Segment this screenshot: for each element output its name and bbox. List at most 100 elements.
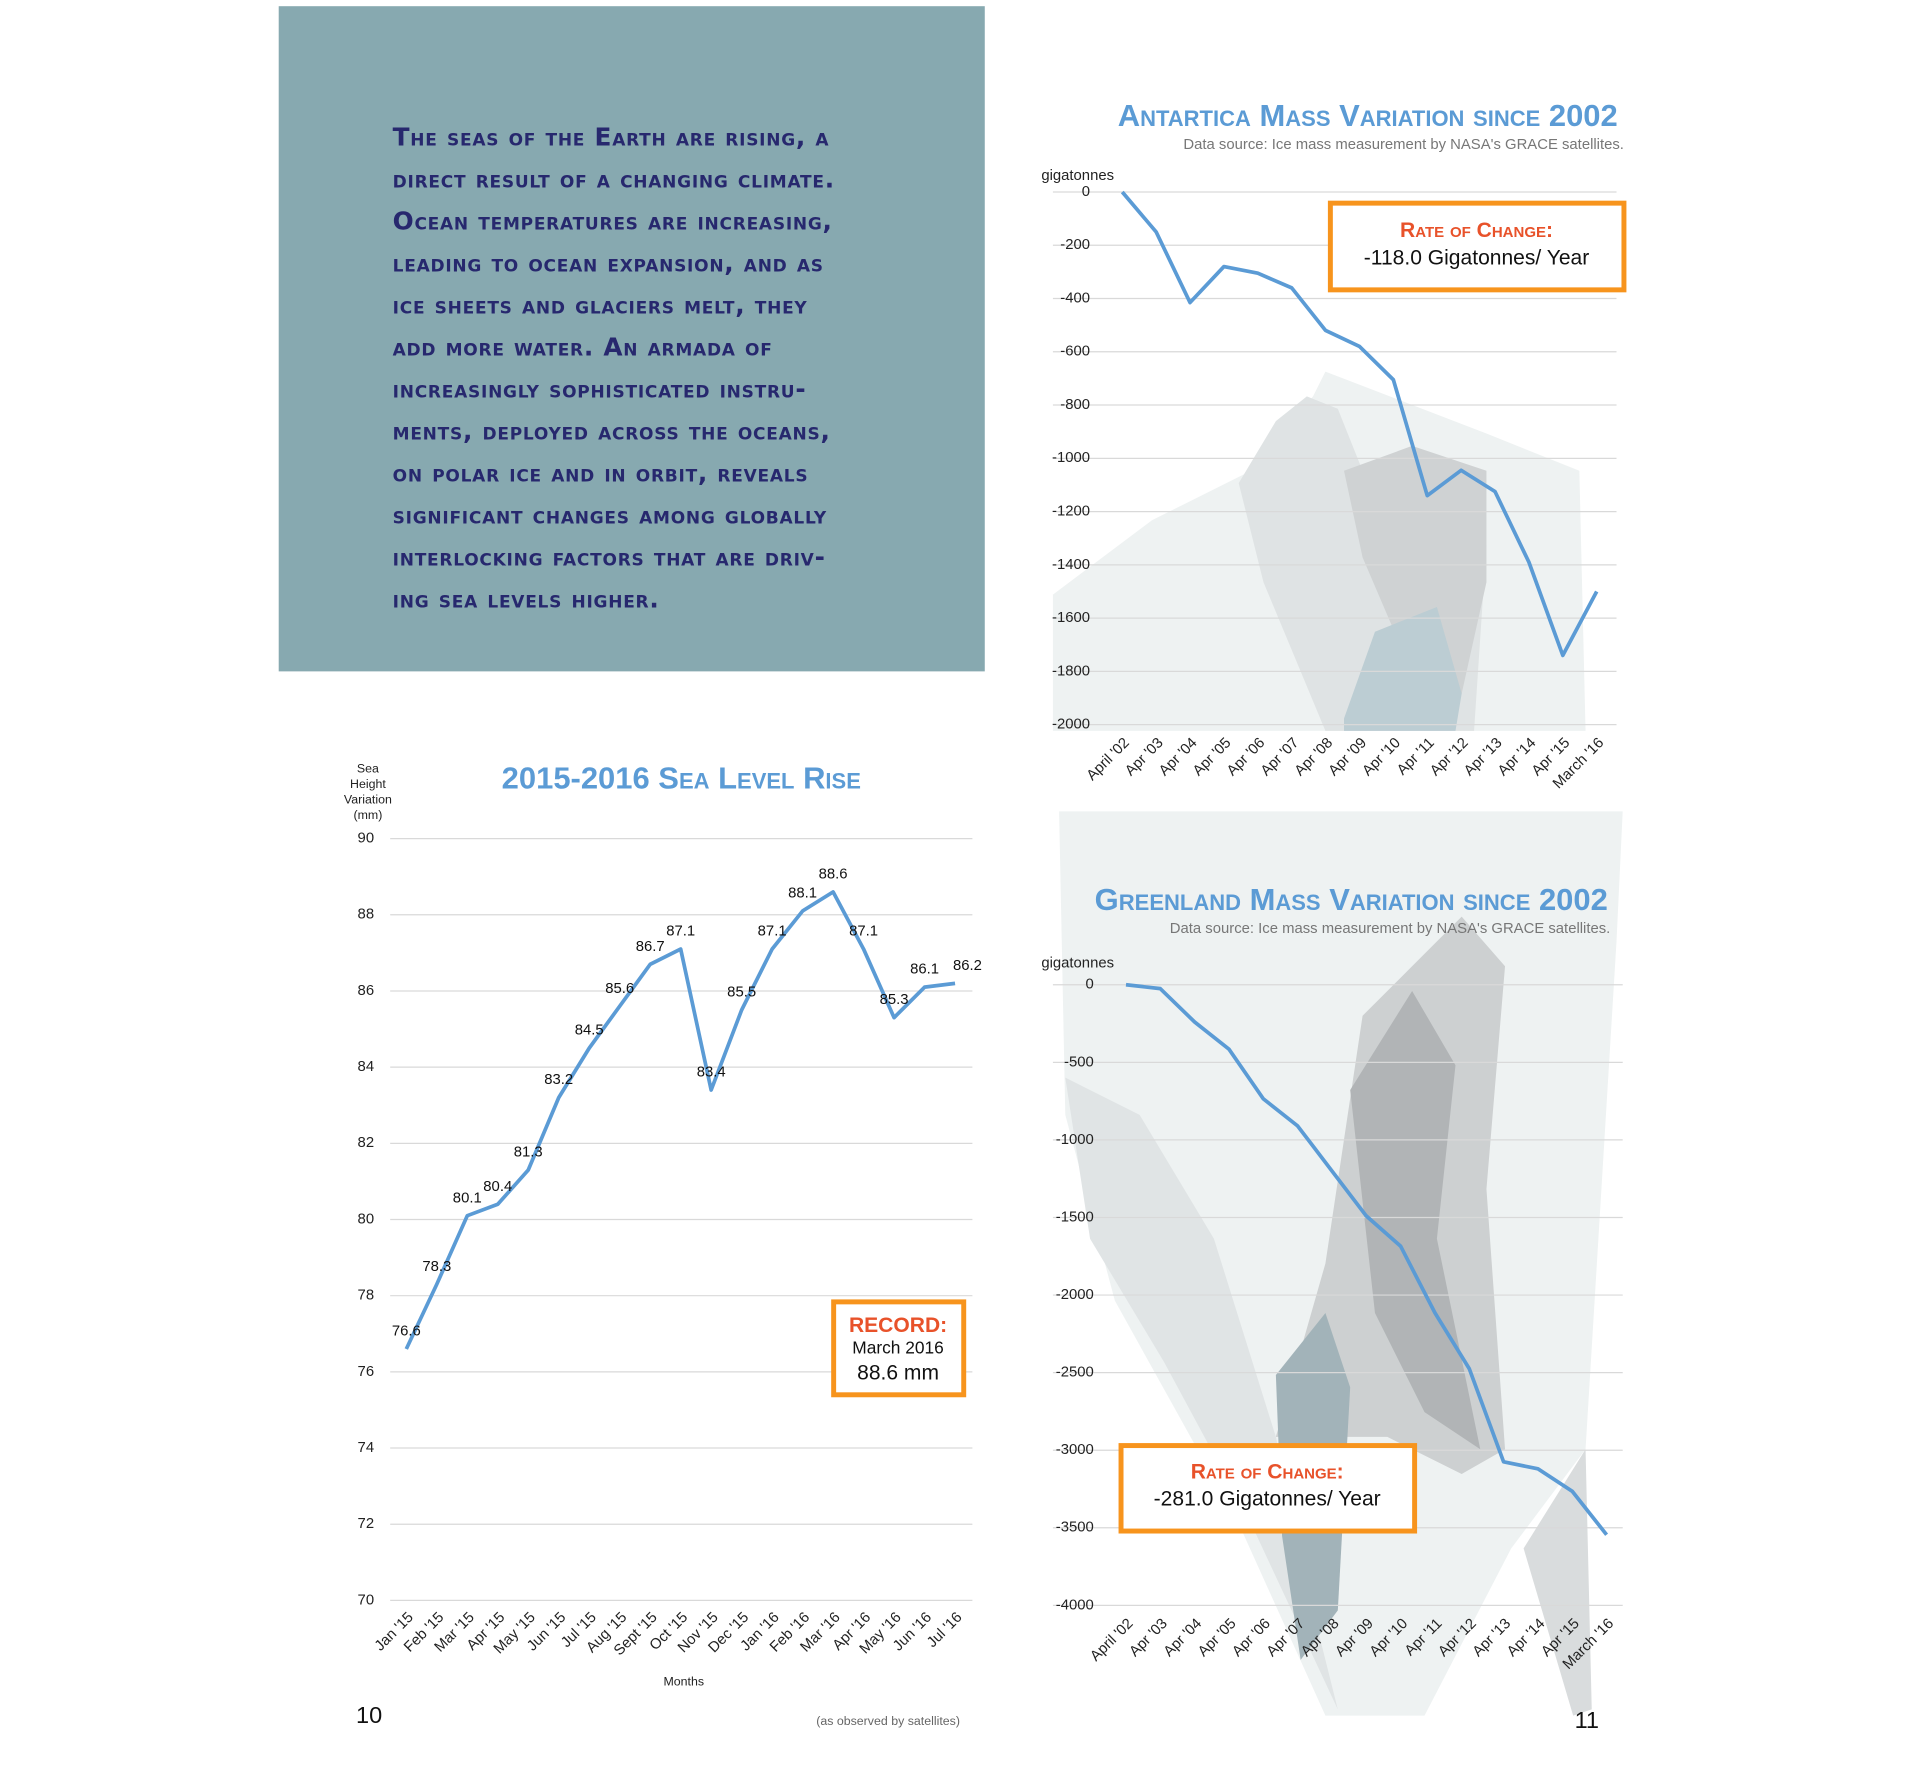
- x-tick-label: Apr '10: [1360, 735, 1404, 779]
- data-label: 83.2: [544, 1072, 573, 1088]
- y-tick-label: 74: [358, 1440, 375, 1456]
- y-tick-label: 80: [358, 1211, 375, 1227]
- data-label: 87.1: [758, 924, 787, 940]
- intro-line: The seas of the Earth are rising, a: [393, 123, 830, 152]
- y-tick-label: 0: [1086, 977, 1094, 993]
- x-tick-label: April '02: [1088, 1616, 1137, 1665]
- y-tick-label: -3500: [1056, 1520, 1094, 1536]
- y-axis-label: Sea: [357, 762, 379, 776]
- data-label: 87.1: [666, 924, 695, 940]
- annotation-text: -281.0 Gigatonnes/ Year: [1154, 1488, 1381, 1511]
- intro-line: direct result of a changing climate.: [393, 165, 835, 194]
- annotation-title: Rate of Change:: [1191, 1460, 1344, 1483]
- y-tick-label: -1600: [1052, 610, 1090, 626]
- y-tick-label: 84: [358, 1059, 375, 1075]
- data-line: [1125, 982, 1609, 1536]
- intro-line: ments, deployed across the oceans,: [393, 417, 831, 446]
- data-label: 83.4: [697, 1065, 726, 1081]
- rate-box: Rate of Change: -281.0 Gigatonnes/ Year: [1118, 1443, 1418, 1534]
- intro-line: ing sea levels higher.: [393, 585, 660, 614]
- y-tick-label: -2000: [1052, 717, 1090, 733]
- data-label: 86.2: [953, 958, 982, 974]
- intro-text: The seas of the Earth are rising, a direc…: [393, 123, 835, 614]
- y-tick-label: -500: [1064, 1054, 1094, 1070]
- data-label: 81.3: [514, 1145, 543, 1161]
- rate-box: Rate of Change: -118.0 Gigatonnes/ Year: [1327, 200, 1627, 293]
- data-label: 85.3: [880, 992, 909, 1008]
- y-tick-label: -1500: [1056, 1209, 1094, 1225]
- y-tick-label: 0: [1082, 184, 1090, 200]
- annotation-text: 88.6 mm: [857, 1361, 939, 1384]
- y-axis-label: gigatonnes: [1041, 168, 1114, 184]
- x-axis-label: Months: [663, 1674, 704, 1688]
- data-label: 88.1: [788, 886, 817, 902]
- annotation-title: Rate of Change:: [1400, 219, 1553, 242]
- y-tick-label: -1000: [1052, 450, 1090, 466]
- intro-panel: [278, 6, 985, 672]
- y-tick-label: -1000: [1056, 1132, 1094, 1148]
- data-label: 76.6: [392, 1324, 421, 1340]
- chart-title: Greenland Mass Variation since 2002: [1095, 882, 1608, 917]
- intro-line: increasingly sophisticated instru-: [393, 375, 807, 404]
- y-tick-label: -1400: [1052, 557, 1090, 573]
- y-tick-label: -200: [1060, 237, 1090, 253]
- data-label: 86.1: [910, 962, 939, 978]
- intro-line: on polar ice and in orbit, reveals: [393, 459, 809, 488]
- y-tick-label: 82: [358, 1135, 375, 1151]
- y-tick-label: 90: [358, 831, 375, 847]
- intro-line: leading to ocean expansion, and as: [393, 249, 824, 278]
- data-label: 85.6: [605, 981, 634, 997]
- y-tick-label: 76: [358, 1364, 375, 1380]
- y-tick-label: -2000: [1056, 1287, 1094, 1303]
- footnote: (as observed by satellites): [816, 1714, 960, 1728]
- y-axis-label: gigatonnes: [1041, 956, 1114, 972]
- data-label: 78.3: [422, 1259, 451, 1275]
- chart-subtitle: Data source: Ice mass measurement by NAS…: [1183, 137, 1624, 153]
- data-line: [404, 890, 956, 1350]
- intro-line: add more water. An armada of: [393, 333, 773, 362]
- data-line: [1120, 190, 1599, 658]
- intro-line: Ocean temperatures are increasing,: [393, 207, 833, 236]
- record-box: RECORD: March 2016 88.6 mm: [831, 1299, 967, 1398]
- annotation-text: -118.0 Gigatonnes/ Year: [1364, 246, 1589, 269]
- y-tick-label: -1200: [1052, 504, 1090, 520]
- data-label: 80.1: [453, 1190, 482, 1206]
- y-tick-label: -4000: [1056, 1597, 1094, 1613]
- x-tick-label: April '02: [1084, 735, 1133, 784]
- data-label: 88.6: [819, 867, 848, 883]
- y-tick-label: 72: [358, 1516, 375, 1532]
- y-tick-label: -3000: [1056, 1442, 1094, 1458]
- y-tick-label: -800: [1060, 397, 1090, 413]
- page-number: 11: [1575, 1707, 1599, 1733]
- ice-background: [1052, 371, 1623, 1716]
- intro-line: ice sheets and glaciers melt, they: [393, 291, 808, 320]
- y-tick-label: 70: [358, 1592, 375, 1608]
- annotation-text: March 2016: [852, 1338, 944, 1358]
- y-tick-label: -2500: [1056, 1365, 1094, 1381]
- chart-title: Antartica Mass Variation since 2002: [1118, 98, 1618, 133]
- x-tick-label: Jul '16: [924, 1610, 965, 1651]
- intro-line: interlocking factors that are driv-: [393, 543, 826, 572]
- chart-subtitle: Data source: Ice mass measurement by NAS…: [1170, 921, 1611, 937]
- page-number: 10: [356, 1702, 382, 1728]
- data-label: 84.5: [575, 1023, 604, 1039]
- y-tick-label: 86: [358, 983, 375, 999]
- chart-title: 2015-2016 Sea Level Rise: [502, 761, 861, 796]
- y-tick-label: -600: [1060, 344, 1090, 360]
- annotation-title: RECORD:: [849, 1314, 947, 1337]
- intro-line: significant changes among globally: [393, 501, 827, 530]
- data-label: 80.4: [483, 1179, 512, 1195]
- y-tick-label: -400: [1060, 290, 1090, 306]
- data-label: 87.1: [849, 924, 878, 940]
- y-tick-label: -1800: [1052, 663, 1090, 679]
- y-tick-label: 78: [358, 1288, 375, 1304]
- y-axis-label: Variation: [344, 792, 392, 806]
- data-label: 86.7: [636, 939, 665, 955]
- y-axis-label: Height: [350, 777, 386, 791]
- data-label: 85.5: [727, 985, 756, 1001]
- y-tick-label: 88: [358, 907, 375, 923]
- y-axis-label: (mm): [353, 808, 382, 822]
